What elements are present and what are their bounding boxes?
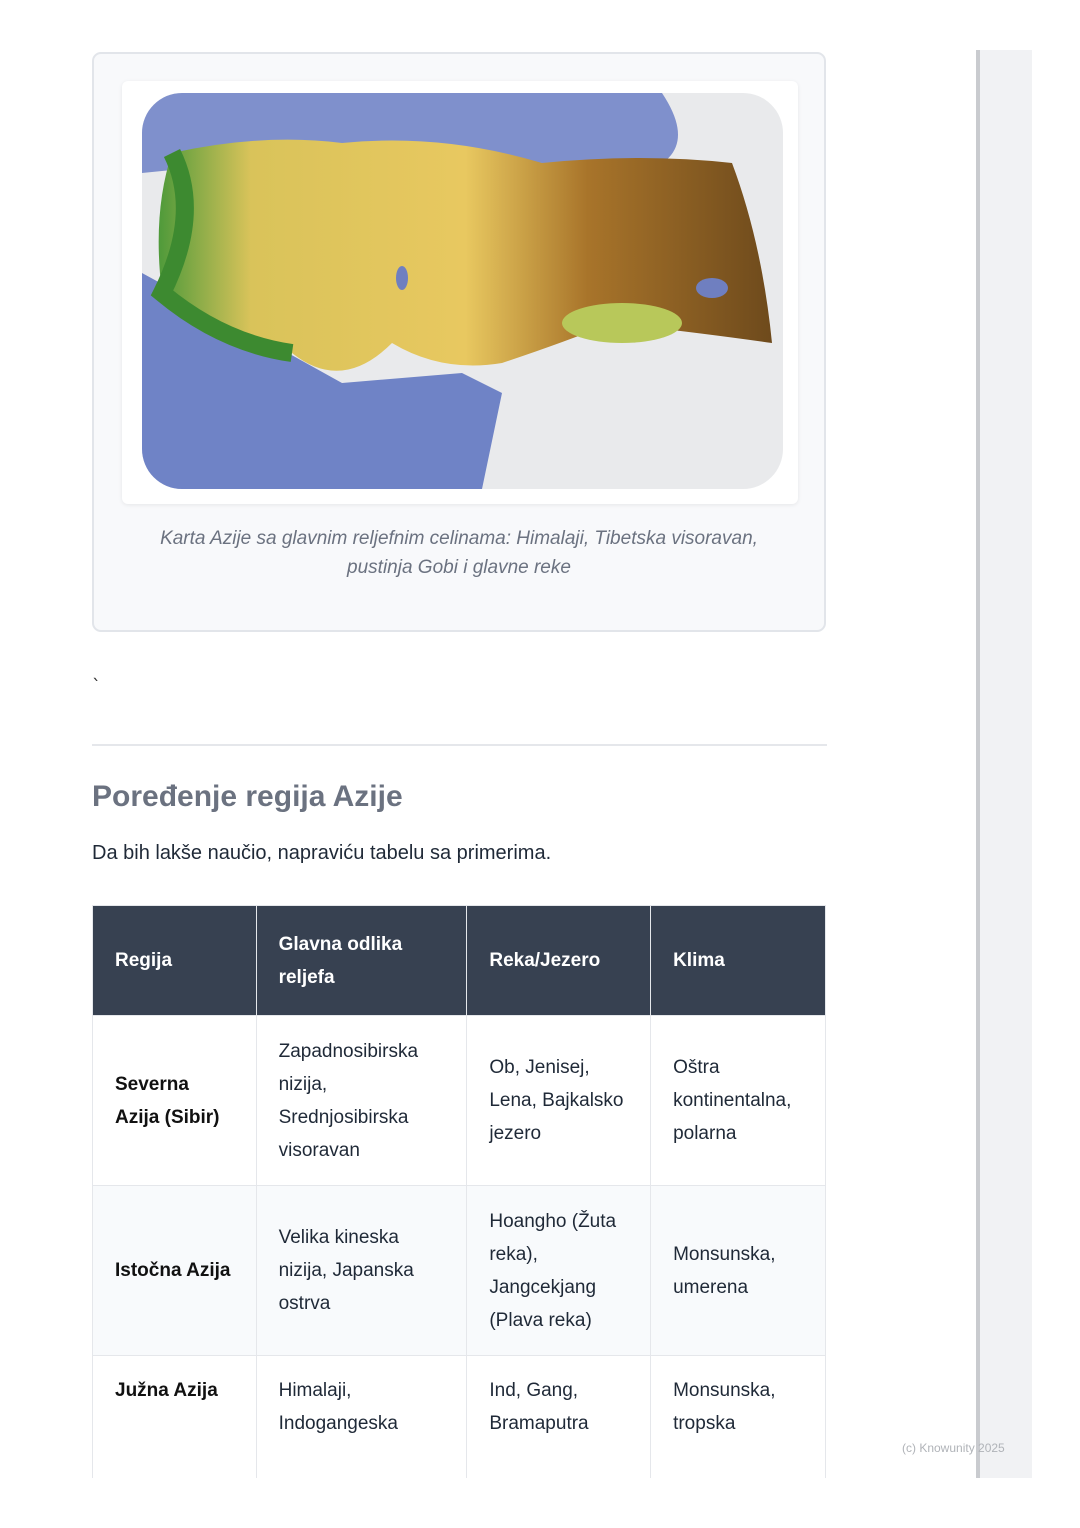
header-cell: Reka/Jezero [466, 905, 652, 1016]
table-row: Severna Azija (Sibir) Zapadnosibirska ni… [92, 1015, 826, 1186]
table-row: Istočna Azija Velika kineska nizija, Jap… [92, 1185, 826, 1356]
relief-map-image [142, 93, 783, 489]
climate-cell: Monsunska, umerena [650, 1185, 826, 1356]
relief-cell: Velika kineska nizija, Japanska ostrva [255, 1185, 468, 1356]
relief-cell: Himalaji, Indogangeska [255, 1355, 468, 1481]
region-cell: Istočna Azija [92, 1185, 257, 1356]
table-row: Južna Azija Himalaji, Indogangeska Ind, … [92, 1355, 826, 1481]
figure-card: Karta Azije sa glavnim reljefnim celinam… [92, 52, 826, 632]
water-cell: Ob, Jenisej, Lena, Bajkalsko jezero [466, 1015, 652, 1186]
climate-cell: Oštra kontinentalna, polarna [650, 1015, 826, 1186]
divider [92, 744, 827, 746]
region-cell: Severna Azija (Sibir) [92, 1015, 257, 1186]
regions-table: Regija Glavna odlika reljefa Reka/Jezero… [92, 905, 826, 1481]
copyright: (c) Knowunity 2025 [902, 1441, 1005, 1455]
stray-character: ` [92, 676, 101, 697]
water-cell: Hoangho (Žuta reka), Jangcekjang (Plava … [466, 1185, 652, 1356]
section-intro: Da bih lakše naučio, napraviću tabelu sa… [92, 842, 552, 864]
figure-caption: Karta Azije sa glavnim reljefnim celinam… [160, 528, 758, 578]
table-header-row: Regija Glavna odlika reljefa Reka/Jezero… [92, 905, 826, 1016]
climate-cell: Monsunska, tropska [650, 1355, 826, 1481]
header-cell: Klima [650, 905, 826, 1016]
header-cell: Glavna odlika reljefa [255, 905, 468, 1016]
image-frame [122, 81, 798, 504]
relief-cell: Zapadnosibirska nizija, Srednjosibirska … [255, 1015, 468, 1186]
region-cell: Južna Azija [92, 1355, 257, 1481]
section-title: Poređenje regija Azije [92, 780, 403, 813]
water-cell: Ind, Gang, Bramaputra [466, 1355, 652, 1481]
header-cell: Regija [92, 905, 257, 1016]
side-panel [976, 50, 1032, 1478]
